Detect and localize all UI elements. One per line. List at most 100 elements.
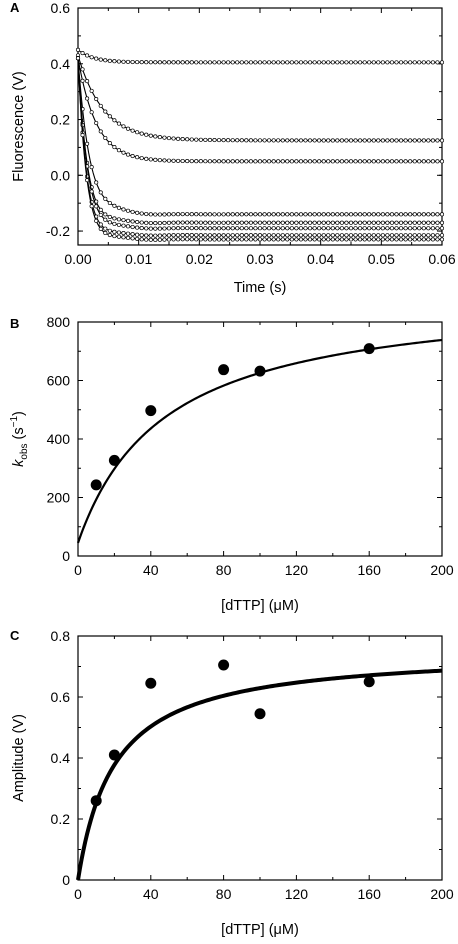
- panel-a-data-point: [107, 200, 112, 206]
- panel-a-data-point: [194, 137, 199, 142]
- panel-a-data-point: [130, 154, 135, 159]
- panel-a-data-point: [230, 226, 235, 231]
- panel-a-data-point: [367, 138, 372, 143]
- panel-a-data-point: [130, 128, 135, 133]
- panel-a-data-point: [330, 60, 335, 65]
- panel-a-data-point: [312, 159, 317, 164]
- panel-a-data-point: [353, 220, 358, 225]
- panel-a-data-point: [330, 138, 335, 143]
- panel-a-data-point: [353, 226, 358, 231]
- panel-a-data-point: [371, 226, 376, 231]
- panel-b-y-tick-label: 400: [47, 431, 71, 447]
- panel-a-data-point: [430, 220, 435, 225]
- panel-a-data-point: [103, 230, 108, 236]
- panel-a-data-point: [417, 138, 422, 143]
- panel-a-data-point: [389, 159, 395, 164]
- panel-a-data-point: [116, 217, 122, 222]
- panel-a-data-point: [94, 204, 99, 209]
- panel-a-data-point: [376, 237, 381, 242]
- panel-a-data-point: [203, 159, 208, 164]
- panel-a-data-point: [398, 220, 404, 225]
- panel-a-data-point: [376, 138, 381, 143]
- panel-a-data-point: [253, 226, 258, 231]
- panel-a-data-point: [303, 226, 308, 231]
- panel-a-data-point: [121, 218, 126, 223]
- panel-a-data-point: [426, 138, 431, 143]
- panel-a-data-point: [426, 220, 431, 225]
- panel-a-data-point: [326, 233, 331, 238]
- panel-c-data-point: [108, 749, 120, 761]
- panel-a-data-point: [271, 138, 276, 143]
- panel-a-data-point: [276, 233, 281, 238]
- panel-a-data-point: [367, 226, 372, 231]
- panel-a-data-point: [380, 226, 385, 231]
- panel-a-data-point: [157, 60, 162, 65]
- panel-a-y-tick-label: 0.0: [51, 167, 71, 183]
- panel-a-data-point: [157, 135, 162, 140]
- panel-c-x-axis-title: [dTTP] (μM): [221, 922, 299, 938]
- panel-a-trace: [77, 58, 442, 230]
- panel-a-data-point: [317, 226, 322, 231]
- panel-a-data-point: [112, 216, 117, 221]
- panel-a-data-point: [353, 138, 358, 143]
- panel-a-data-point: [103, 212, 108, 217]
- panel-a-data-point: [253, 159, 258, 164]
- panel-a-data-point: [230, 233, 235, 238]
- panel-a-x-axis-title: Time (s): [234, 280, 287, 296]
- panel-a-data-point: [303, 237, 308, 242]
- panel-a-data-point: [135, 60, 140, 65]
- panel-a-data-point: [298, 233, 304, 238]
- panel-b-y-tick-label: 600: [47, 373, 71, 389]
- panel-b-x-tick-label: 120: [285, 562, 309, 578]
- panel-a-data-point: [212, 159, 217, 164]
- panel-a-data-point: [171, 233, 176, 238]
- panel-a-data-point: [85, 79, 90, 84]
- panel-a-data-point: [212, 212, 217, 217]
- panel-a-data-point: [330, 159, 335, 164]
- panel-a-data-point: [121, 223, 126, 228]
- panel-a-trace: [77, 58, 442, 237]
- panel-a-data-point: [98, 190, 103, 195]
- panel-a-data-point: [239, 138, 244, 143]
- panel-a-data-point: [248, 60, 253, 65]
- panel-a-data-point: [430, 237, 435, 242]
- panel-a-data-point: [421, 220, 426, 225]
- panel-a-data-point: [180, 233, 185, 238]
- panel-b-y-axis-title-part: k: [11, 459, 27, 467]
- panel-a-data-point: [80, 51, 85, 56]
- panel-a-data-point: [171, 60, 176, 65]
- panel-a-data-point: [153, 157, 158, 162]
- panel-a-x-tick-label: 0.05: [368, 251, 395, 267]
- panel-a-data-point: [194, 237, 199, 242]
- panel-a-y-tick-label: 0.4: [51, 56, 71, 72]
- panel-a-data-point: [439, 226, 445, 231]
- panel-a-data-point: [107, 228, 112, 233]
- panel-a-data-point: [157, 212, 162, 217]
- panel-b-x-tick-label: 0: [74, 562, 82, 578]
- panel-a-data-point: [335, 233, 340, 238]
- panel-a-data-point: [398, 159, 404, 164]
- panel-a-data-point: [235, 237, 240, 242]
- panel-a-data-point: [103, 196, 108, 201]
- panel-a-data-point: [353, 237, 358, 242]
- panel-a-data-point: [207, 233, 213, 238]
- panel-a-data-point: [412, 212, 417, 217]
- panel-a-data-point: [330, 220, 335, 225]
- panel-a-data-point: [203, 212, 208, 217]
- panel-a-data-point: [371, 233, 376, 238]
- panel-a-data-point: [98, 212, 103, 217]
- panel-a-data-point: [198, 233, 203, 238]
- panel-a-data-point: [289, 138, 294, 143]
- panel-a-data-point: [103, 109, 108, 114]
- panel-a-data-point: [439, 237, 445, 242]
- panel-a-data-point: [166, 136, 172, 141]
- panel-a-data-point: [112, 59, 117, 64]
- panel-a-data-point: [344, 159, 349, 164]
- panel-a-data-point: [385, 226, 390, 231]
- panel-a-data-point: [376, 226, 381, 231]
- panel-a-data-point: [116, 234, 122, 239]
- panel-a-data-point: [380, 220, 385, 225]
- panel-a-data-point: [107, 141, 112, 146]
- panel-a-data-point: [212, 138, 217, 143]
- panel-a-data-point: [135, 219, 140, 225]
